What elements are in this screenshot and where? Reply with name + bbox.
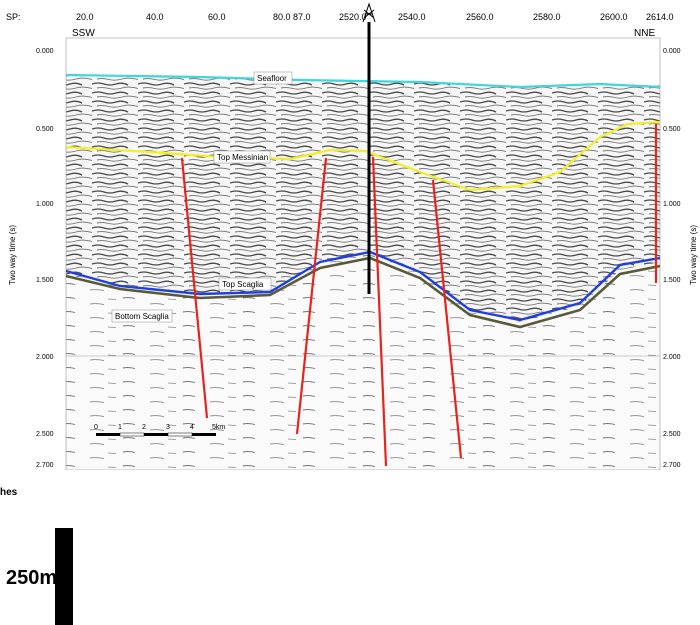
sp-tick: 80.0 [273, 12, 291, 22]
caption-fragment: hes [0, 487, 18, 498]
sp-tick: 40.0 [146, 12, 164, 22]
seafloor-label: Seafloor [257, 74, 287, 83]
y-tick-right: 1.000 [663, 201, 681, 208]
sp-tick: 2560.0 [466, 12, 494, 22]
y-tick-right: 1.500 [663, 277, 681, 284]
direction-right: NNE [634, 28, 655, 39]
scale-tick: 1 [118, 424, 122, 431]
fault-line [180, 157, 209, 419]
fault-line [431, 179, 463, 459]
scale-tick: 4 [190, 424, 194, 431]
y-tick: 2.000 [36, 354, 54, 361]
well-derrick-icon [362, 2, 376, 23]
top-scaglia-label: Top Scaglia [222, 280, 264, 289]
y-axis-title-left: Two way time (s) [8, 225, 17, 285]
scale-tick: 5km [212, 424, 225, 431]
scale-tick: 2 [142, 424, 146, 431]
y-tick-right: 2.700 [663, 462, 681, 469]
sp-tick: 2600.0 [600, 12, 628, 22]
y-tick: 2.700 [36, 462, 54, 469]
top-scaglia-horizon [65, 250, 661, 322]
fault-line [371, 156, 388, 467]
y-tick-right: 0.500 [663, 126, 681, 133]
seismic-section: SP: 20.0 40.0 60.0 80.0 87.0 2520.0 2540… [6, 2, 698, 470]
sp-tick: 60.0 [208, 12, 226, 22]
sp-tick: 2540.0 [398, 12, 426, 22]
direction-left: SSW [72, 28, 95, 39]
y-tick: 2.500 [36, 431, 54, 438]
scale-tick: 3 [166, 424, 170, 431]
sp-tick: 20.0 [76, 12, 94, 22]
horizontal-scale-bar: 0 1 2 3 4 5km [94, 424, 225, 437]
y-tick-right: 2.500 [663, 431, 681, 438]
sp-tick: 2614.0 [646, 12, 674, 22]
y-tick-right: 2.000 [663, 354, 681, 361]
top-messinian-label: Top Messinian [217, 153, 268, 162]
seafloor-horizon [65, 73, 661, 89]
bottom-scaglia-horizon [65, 256, 661, 329]
y-tick: 1.500 [36, 277, 54, 284]
y-tick: 1.000 [36, 201, 54, 208]
bottom-scaglia-label: Bottom Scaglia [115, 312, 169, 321]
vertical-scale-bar [55, 528, 73, 625]
y-tick: 0.500 [36, 126, 54, 133]
sp-tick: 2520.0 [339, 12, 367, 22]
sp-tick: 2580.0 [533, 12, 561, 22]
y-tick: 0.000 [36, 48, 54, 55]
fault-line [295, 157, 328, 435]
y-axis-title-right: Two way time (s) [689, 225, 698, 285]
vertical-scale-label: 250m [6, 567, 58, 589]
sp-axis-label: SP: [6, 12, 21, 22]
y-tick-right: 0.000 [663, 48, 681, 55]
sp-tick: 87.0 [293, 12, 311, 22]
scale-tick: 0 [94, 424, 98, 431]
